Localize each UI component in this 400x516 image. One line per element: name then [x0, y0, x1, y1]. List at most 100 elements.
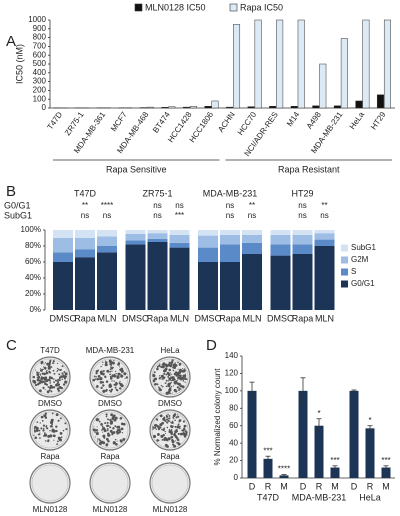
colony — [32, 375, 36, 379]
colony — [120, 422, 124, 426]
legend-swatch — [229, 3, 238, 12]
colony — [168, 389, 171, 391]
colony — [156, 383, 159, 386]
bar — [189, 105, 197, 109]
colony — [38, 381, 41, 385]
colony — [110, 366, 112, 368]
colony — [184, 430, 187, 433]
colony — [51, 386, 53, 389]
colony — [114, 382, 118, 386]
x-tick-label: M — [280, 481, 288, 491]
bar — [254, 19, 262, 109]
x-tick-label: R — [367, 481, 374, 491]
x-tick-label: Rapa — [74, 313, 96, 323]
colony — [125, 376, 128, 379]
colony — [115, 430, 119, 434]
colony — [183, 435, 187, 438]
colony — [53, 439, 55, 441]
bar-segment — [97, 236, 117, 246]
y-tick-label: 100 — [33, 94, 47, 103]
colony — [61, 372, 64, 374]
colony — [106, 428, 109, 430]
bar-segment — [270, 230, 291, 235]
colony — [180, 376, 182, 379]
colony — [184, 378, 187, 381]
colony — [119, 380, 121, 383]
sig-label: ns — [298, 201, 306, 210]
bar — [211, 100, 219, 109]
plate-rim — [91, 358, 129, 396]
colony — [42, 427, 45, 430]
colony — [42, 429, 45, 432]
y-tick-label: 40 — [229, 438, 238, 447]
colony — [153, 383, 157, 386]
sig-label: * — [368, 416, 371, 425]
y-tick-label: 100 — [225, 386, 239, 395]
x-tick-label: MLN — [315, 313, 334, 323]
bar-segment — [53, 252, 73, 262]
x-tick-label: ZR75-1 — [63, 110, 86, 137]
colony — [102, 441, 106, 445]
colony — [112, 414, 116, 418]
colony — [106, 369, 110, 373]
colony — [61, 365, 64, 368]
colony — [100, 377, 102, 379]
colony — [59, 431, 63, 435]
colony — [104, 363, 108, 367]
colony — [109, 384, 112, 387]
colony — [49, 425, 52, 428]
colony — [36, 427, 38, 429]
colony — [109, 426, 112, 429]
x-tick-label: Rapa — [147, 313, 169, 323]
colony — [55, 413, 59, 417]
bar-segment — [220, 230, 240, 235]
colony — [34, 380, 36, 382]
colony — [46, 427, 49, 430]
colony — [42, 368, 44, 371]
colony — [114, 416, 118, 420]
panel-letter: D — [206, 337, 217, 354]
colony — [183, 427, 186, 431]
colony — [94, 378, 97, 381]
colony — [44, 362, 47, 364]
x-tick-label: T47D — [46, 110, 65, 131]
colony — [48, 389, 51, 392]
colony — [49, 429, 51, 432]
bar-segment — [147, 230, 168, 234]
bar — [279, 475, 289, 478]
colony — [105, 380, 109, 383]
bar — [376, 94, 384, 109]
sig-label: ns — [248, 211, 256, 220]
colony — [109, 390, 113, 393]
column-label: T47D — [40, 346, 60, 355]
colony — [111, 380, 113, 382]
x-tick-label: M — [382, 481, 390, 491]
colony — [50, 390, 53, 393]
y-tick-label: 60 — [229, 421, 238, 430]
colony — [183, 374, 187, 378]
colony — [57, 378, 60, 382]
colony — [50, 366, 53, 368]
colony — [178, 427, 181, 429]
legend-swatch — [341, 256, 348, 264]
colony — [41, 419, 44, 422]
legend-label: S — [351, 267, 356, 276]
colony — [58, 373, 61, 376]
bar — [182, 106, 190, 109]
colony — [62, 376, 64, 378]
colony — [163, 368, 167, 373]
colony — [154, 423, 158, 427]
colony — [63, 384, 66, 386]
colony — [120, 374, 124, 378]
colony — [51, 362, 54, 364]
bar-segment — [220, 244, 240, 262]
colony — [154, 377, 158, 381]
sig-row-label: G0/G1 — [4, 200, 31, 210]
colony — [171, 438, 174, 442]
colony — [51, 412, 54, 415]
panel-letter: C — [6, 337, 17, 354]
group-label: Rapa Sensitive — [106, 164, 167, 174]
colony — [177, 370, 182, 375]
bar-segment — [198, 247, 218, 262]
y-tick-label: 20 — [229, 456, 238, 465]
